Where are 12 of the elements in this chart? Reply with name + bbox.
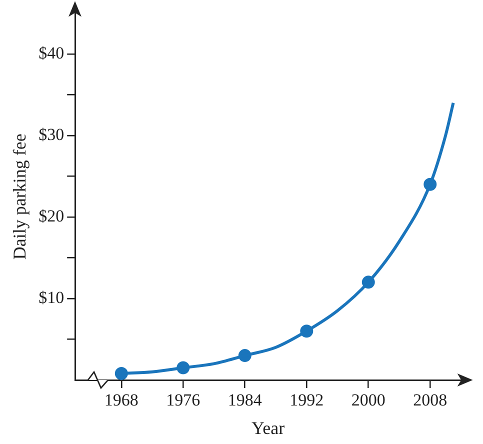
x-tick-label: 1992 bbox=[290, 390, 324, 410]
x-axis-title: Year bbox=[251, 418, 285, 438]
y-tick-label: $30 bbox=[38, 124, 64, 144]
x-tick-label: 2008 bbox=[413, 390, 448, 410]
y-axis-title: Daily parking fee bbox=[10, 134, 30, 260]
y-tick-label: $10 bbox=[38, 288, 64, 307]
y-tick-label: $40 bbox=[38, 43, 64, 62]
x-tick-label: 1976 bbox=[166, 390, 200, 410]
x-tick-label: 2000 bbox=[351, 390, 386, 410]
x-tick-label: 1984 bbox=[228, 390, 262, 410]
y-tick-label: $20 bbox=[38, 206, 64, 226]
x-tick-label: 1968 bbox=[104, 390, 138, 410]
